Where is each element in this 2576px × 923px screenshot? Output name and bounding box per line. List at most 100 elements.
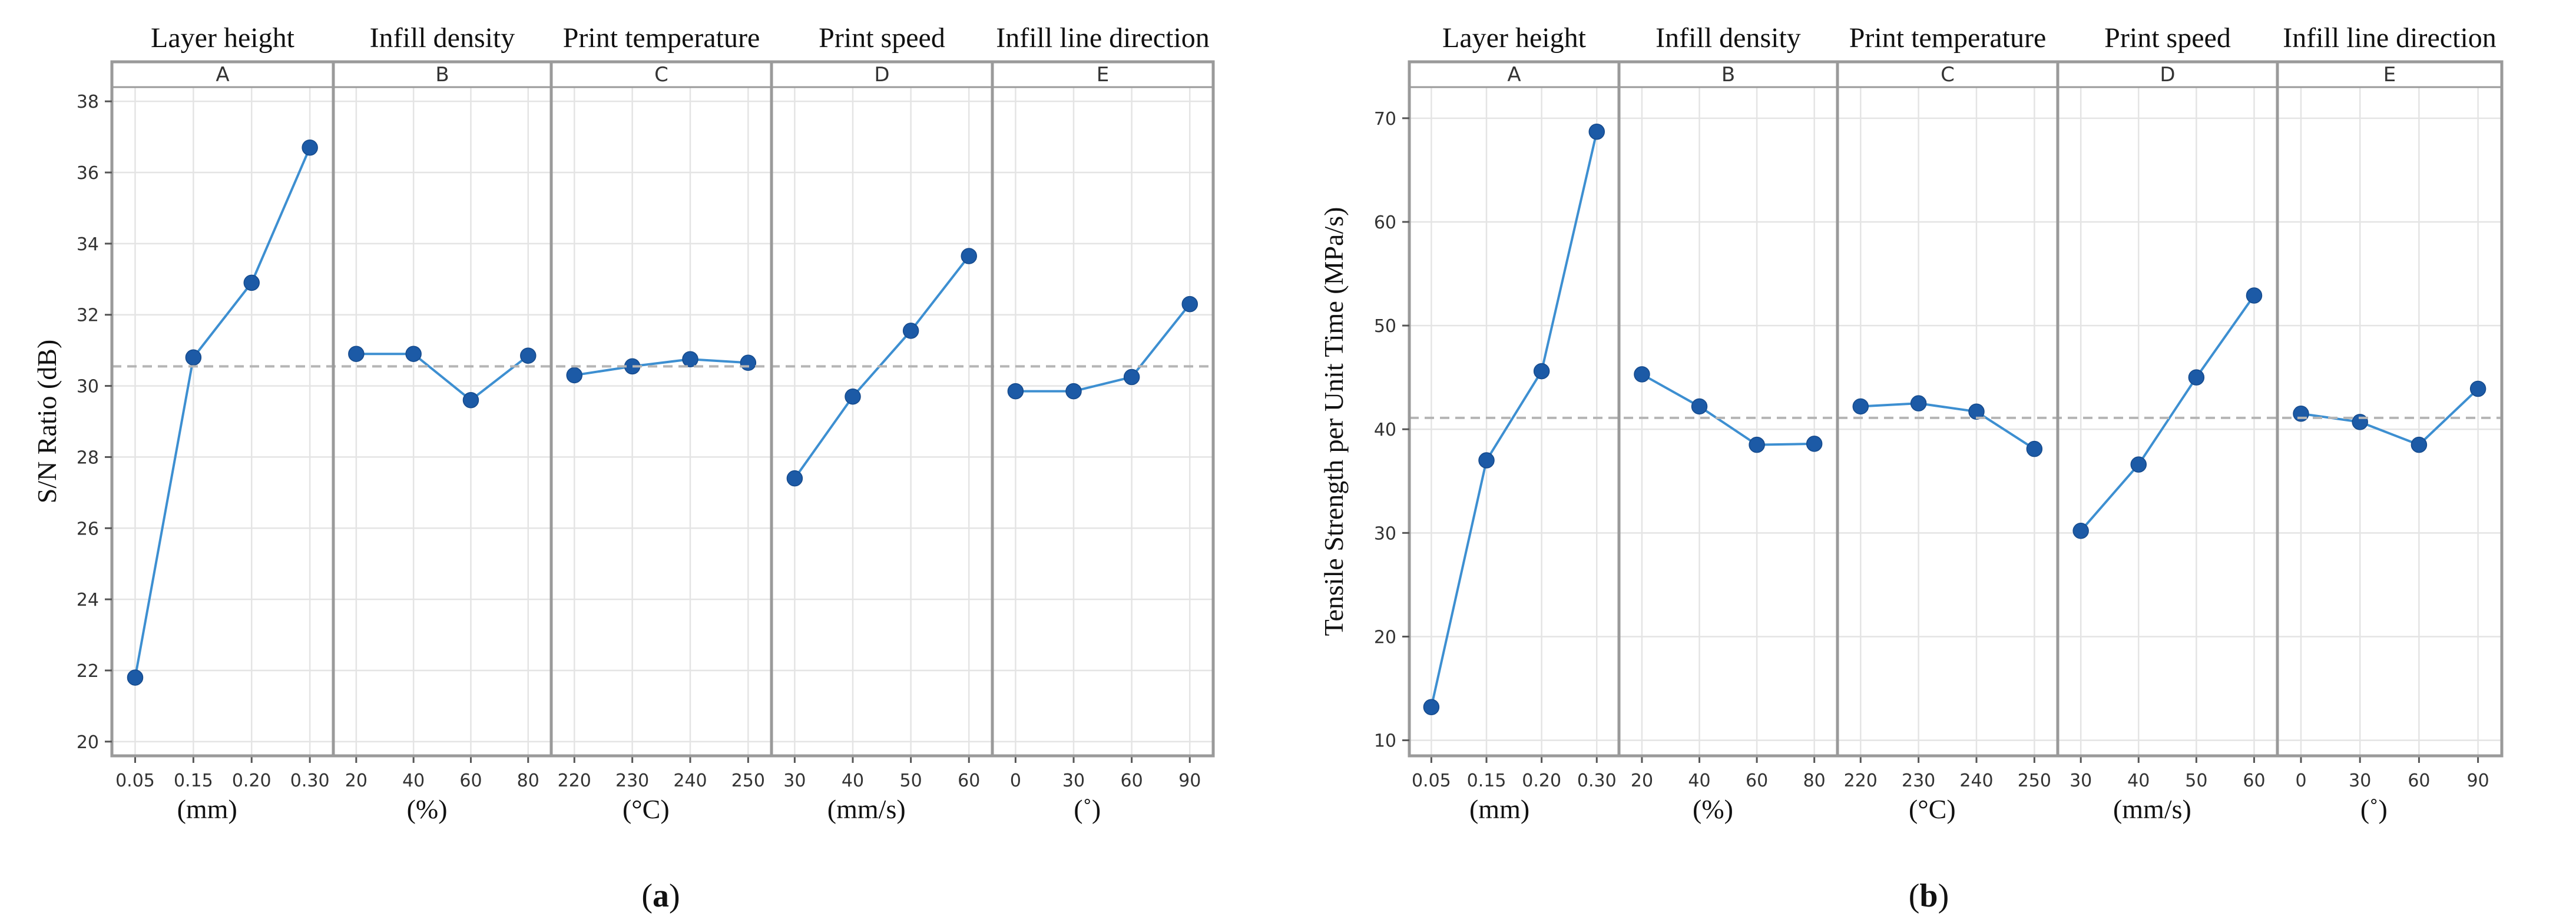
x-tick-label: 0.30 <box>1577 771 1617 791</box>
x-tick-label: 60 <box>2243 771 2265 791</box>
x-tick-label: 230 <box>1902 771 1935 791</box>
x-tick-label: 0.20 <box>1522 771 1561 791</box>
mean-data-point <box>566 367 583 384</box>
x-tick-label: 0.15 <box>1467 771 1506 791</box>
mean-data-point <box>302 139 318 156</box>
x-tick-label: 30 <box>783 771 806 791</box>
x-tick-label: 60 <box>1121 771 1143 791</box>
mean-effect-line <box>1430 131 1598 708</box>
mean-data-point <box>1588 123 1605 140</box>
factor-letter: E <box>1097 63 1109 87</box>
mean-data-point <box>1691 398 1708 415</box>
mean-data-point <box>2072 523 2089 539</box>
y-tick-label: 70 <box>1374 109 1396 130</box>
mean-data-point <box>902 323 919 339</box>
mean-data-point <box>1123 368 1140 386</box>
factor-title: Layer height <box>1442 22 1587 54</box>
x-tick-label: 0 <box>1010 771 1021 791</box>
mean-data-point <box>2130 456 2147 473</box>
y-tick-label: 26 <box>77 519 99 539</box>
x-tick-label: 60 <box>459 771 482 791</box>
x-tick-label: 230 <box>615 771 649 791</box>
x-tick-label: 20 <box>1631 771 1653 791</box>
factor-title: Infill line direction <box>2283 22 2496 54</box>
mean-data-point <box>1007 383 1024 400</box>
y-tick-label: 24 <box>77 590 99 610</box>
y-tick-label: 10 <box>1374 731 1396 752</box>
factor-unit-label: (%) <box>1693 794 1733 824</box>
y-axis-label: S/N Ratio (dB) <box>32 340 62 504</box>
x-tick-label: 40 <box>1688 771 1710 791</box>
factor-unit-label: (%) <box>407 794 448 824</box>
mean-data-point <box>243 274 260 291</box>
y-tick-label: 28 <box>77 447 99 468</box>
mean-effect-line <box>2080 294 2256 532</box>
x-tick-label: 40 <box>402 771 425 791</box>
y-tick-label: 20 <box>77 732 99 753</box>
x-tick-label: 20 <box>345 771 367 791</box>
x-tick-label: 80 <box>1803 771 1826 791</box>
factor-unit-label: (°C) <box>623 794 670 824</box>
factor-unit-label: (mm) <box>177 794 237 824</box>
x-tick-label: 0.30 <box>290 771 330 791</box>
mean-data-point <box>2188 369 2205 386</box>
mean-data-point <box>2352 414 2368 430</box>
x-tick-label: 90 <box>1178 771 1201 791</box>
caption-open-paren: ( <box>1909 878 1920 914</box>
x-tick-label: 30 <box>1062 771 1085 791</box>
factor-letter: B <box>435 63 449 87</box>
caption-letter: b <box>1919 878 1938 914</box>
mean-data-point <box>1968 403 1985 420</box>
factor-letter: E <box>2383 63 2396 87</box>
x-tick-label: 220 <box>558 771 591 791</box>
mean-data-point <box>2026 440 2043 457</box>
factor-unit-label: (°C) <box>1909 794 1956 824</box>
x-tick-label: 60 <box>2408 771 2430 791</box>
mean-data-point <box>845 388 861 405</box>
x-tick-label: 0.05 <box>115 771 155 791</box>
mean-data-point <box>405 346 422 362</box>
y-axis-label: Tensile Strength per Unit Time (MPa/s) <box>1319 207 1349 636</box>
mean-data-point <box>1065 383 1082 400</box>
mean-effect-line <box>1860 402 2035 450</box>
x-tick-label: 40 <box>842 771 864 791</box>
factor-title: Layer height <box>151 22 295 54</box>
mean-effect-line <box>574 358 749 377</box>
x-tick-label: 250 <box>731 771 765 791</box>
factor-unit-label: (mm/s) <box>827 794 906 824</box>
mean-data-point <box>185 349 202 366</box>
factor-letter: D <box>874 63 889 87</box>
main-effects-panel-a: Layer height A 0.05 0.15 0.20 0.30 (mm) Infill … <box>32 22 1215 914</box>
panel-caption-tag: (a) <box>641 878 680 914</box>
mean-data-point <box>1910 395 1927 411</box>
plot-frame <box>1408 60 2504 758</box>
x-tick-label: 40 <box>2127 771 2150 791</box>
x-tick-label: 0.05 <box>1412 771 1451 791</box>
y-tick-label: 34 <box>77 234 99 255</box>
mean-data-point <box>1181 296 1198 313</box>
caption-open-paren: ( <box>641 878 653 914</box>
mean-data-point <box>1806 436 1823 452</box>
x-tick-label: 80 <box>517 771 539 791</box>
x-tick-label: 50 <box>900 771 922 791</box>
mean-data-point <box>462 391 479 409</box>
mean-data-point <box>127 669 144 686</box>
mean-effect-line <box>134 147 311 678</box>
y-tick-label: 36 <box>77 163 99 184</box>
mean-data-point <box>1634 366 1650 383</box>
mean-data-point <box>2293 406 2309 422</box>
y-tick-label: 30 <box>77 377 99 397</box>
x-tick-label: 90 <box>2467 771 2489 791</box>
factor-letter: C <box>654 63 668 87</box>
x-tick-label: 60 <box>1746 771 1768 791</box>
factor-unit-label: (˚) <box>2360 794 2388 824</box>
caption-letter: a <box>653 878 669 914</box>
factor-letter: A <box>216 63 229 87</box>
mean-effect-line <box>356 353 529 402</box>
mean-data-point <box>786 470 803 487</box>
mean-data-point <box>1533 363 1550 380</box>
factor-title: Infill density <box>1655 22 1801 54</box>
y-tick-label: 60 <box>1374 213 1396 233</box>
mean-data-point <box>740 354 757 371</box>
